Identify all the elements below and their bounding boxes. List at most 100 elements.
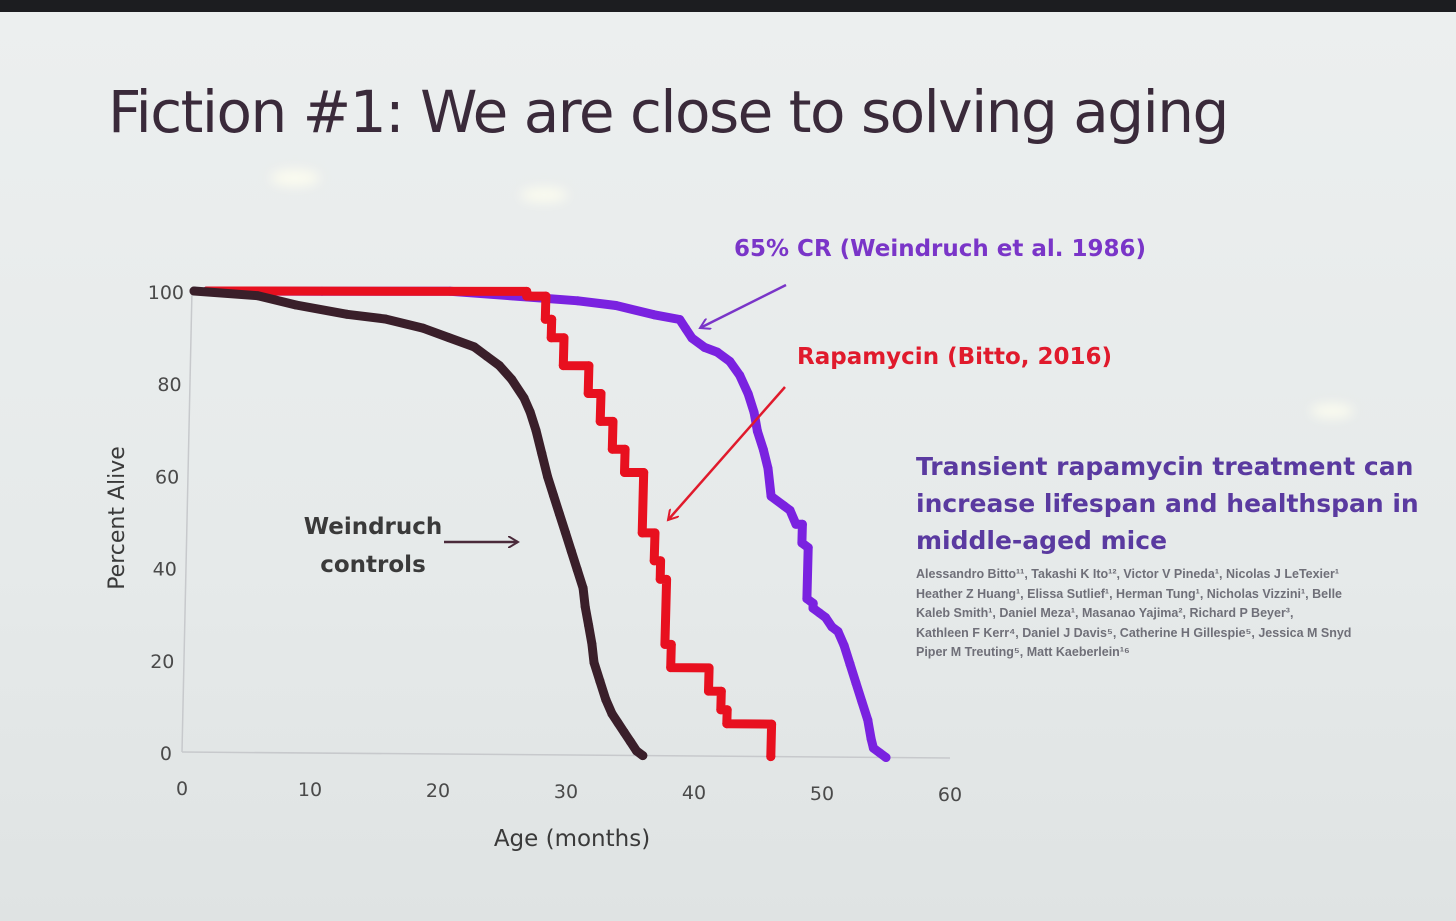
data-point [519, 393, 529, 403]
data-point [444, 333, 454, 343]
data-point [722, 705, 732, 715]
x-tick-label: 20 [426, 780, 450, 802]
data-point [833, 627, 843, 636]
y-tick-label: 40 [153, 559, 177, 581]
data-point [531, 425, 541, 435]
glare-light [270, 170, 320, 186]
data-point [766, 752, 776, 762]
data-point [573, 296, 583, 306]
data-point [797, 519, 807, 529]
paper-citation: Transient rapamycin treatment can increa… [916, 448, 1456, 663]
x-tick-label: 60 [938, 784, 962, 806]
data-point [851, 678, 861, 688]
data-point [655, 574, 665, 584]
data-point [253, 291, 263, 301]
data-point [797, 538, 807, 548]
data-point [662, 574, 672, 584]
data-point [735, 370, 745, 380]
data-point [543, 472, 553, 482]
data-point [540, 314, 550, 324]
data-point [572, 565, 582, 575]
data-point [494, 361, 504, 370]
data-point [766, 491, 776, 501]
y-tick-label: 0 [160, 743, 172, 765]
data-point [749, 408, 759, 417]
data-point [559, 333, 569, 343]
controls-annotation-label: Weindruch controls [303, 514, 443, 578]
glare-light [520, 188, 568, 202]
data-point [687, 333, 697, 343]
data-point [625, 737, 635, 747]
data-point [722, 719, 732, 729]
data-point [482, 351, 492, 361]
data-point [611, 301, 621, 310]
data-point [560, 528, 570, 537]
slide [0, 12, 1456, 921]
data-point [779, 501, 789, 511]
x-tick-label: 40 [682, 782, 706, 804]
data-point [595, 416, 605, 426]
data-point [189, 286, 199, 296]
x-axis-label: Age (months) [494, 826, 650, 852]
x-tick-label: 10 [298, 779, 322, 801]
rapamycin-annotation-arrow [668, 386, 786, 520]
data-point [681, 324, 691, 334]
series-line-controls [189, 286, 648, 761]
data-point [814, 608, 824, 618]
data-point [554, 509, 564, 519]
x-tick-label: 0 [176, 778, 188, 800]
data-point [583, 389, 593, 398]
top-bar [0, 0, 1456, 12]
data-point [649, 310, 659, 320]
data-point [712, 347, 722, 357]
data-point [418, 323, 428, 333]
data-point [763, 463, 773, 473]
data-point [752, 426, 762, 436]
data-point [866, 734, 876, 744]
glare-light [1310, 404, 1354, 418]
data-point [666, 663, 676, 673]
data-point [827, 622, 837, 632]
data-point [584, 361, 594, 371]
data-point [857, 696, 867, 706]
rapamycin-annotation-label: Rapamycin (Bitto, 2016) [797, 344, 1113, 370]
y-tick-label: 20 [150, 651, 174, 673]
cr-annotation-label: 65% CR (Weindruch et al. 1986) [734, 236, 1147, 262]
data-point [578, 583, 588, 593]
data-point [700, 342, 710, 352]
data-point [522, 291, 532, 301]
data-point [649, 556, 659, 566]
data-point [675, 315, 685, 324]
data-point [580, 602, 590, 612]
data-point [558, 361, 568, 371]
data-point [595, 676, 605, 686]
x-tick-label: 30 [554, 781, 578, 803]
data-point [743, 389, 753, 399]
y-tick-label: 100 [148, 282, 184, 304]
data-point [566, 546, 576, 556]
x-axis-line [181, 751, 951, 759]
data-point [881, 753, 891, 762]
data-point [549, 490, 558, 500]
data-point [808, 603, 818, 613]
data-point [525, 407, 535, 417]
data-point [584, 620, 594, 630]
data-point [725, 356, 735, 366]
data-point [650, 528, 660, 538]
paper-title: Transient rapamycin treatment can increa… [916, 452, 1419, 555]
data-point [342, 309, 352, 319]
cr-annotation-arrow [700, 283, 787, 328]
data-point [613, 718, 623, 728]
data-point [589, 658, 599, 667]
data-point [639, 468, 649, 477]
data-point [758, 445, 768, 455]
data-point [656, 556, 666, 566]
data-point [839, 641, 849, 650]
data-point [637, 528, 647, 538]
data-point [863, 715, 873, 725]
data-point [469, 342, 479, 352]
x-tick-label: 50 [810, 783, 834, 805]
data-point [704, 663, 714, 673]
data-point [620, 468, 629, 477]
data-point [767, 719, 777, 729]
